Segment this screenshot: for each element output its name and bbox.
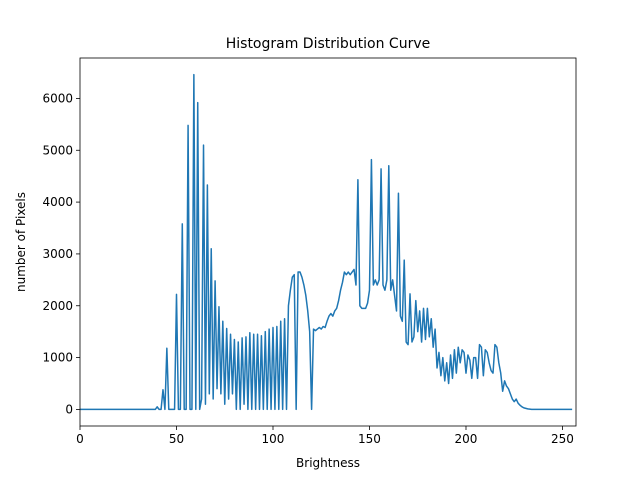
chart-title: Histogram Distribution Curve — [226, 36, 431, 52]
y-tick-label: 6000 — [42, 91, 73, 105]
y-tick-label: 1000 — [42, 351, 73, 365]
x-tick-label: 200 — [455, 432, 478, 446]
y-axis-label: number of Pixels — [14, 192, 28, 292]
x-tick-label: 0 — [76, 432, 84, 446]
y-tick-label: 4000 — [42, 195, 73, 209]
x-tick-label: 250 — [551, 432, 574, 446]
y-tick-label: 5000 — [42, 143, 73, 157]
line-series — [80, 73, 573, 411]
y-tick-label: 2000 — [42, 299, 73, 313]
x-tick-label: 50 — [169, 432, 184, 446]
x-tick-label: 100 — [262, 432, 285, 446]
x-axis-label: Brightness — [296, 456, 360, 470]
x-tick-label: 150 — [358, 432, 381, 446]
axes-frame — [79, 57, 577, 427]
y-tick-label: 0 — [65, 402, 73, 416]
y-tick-label: 3000 — [42, 247, 73, 261]
